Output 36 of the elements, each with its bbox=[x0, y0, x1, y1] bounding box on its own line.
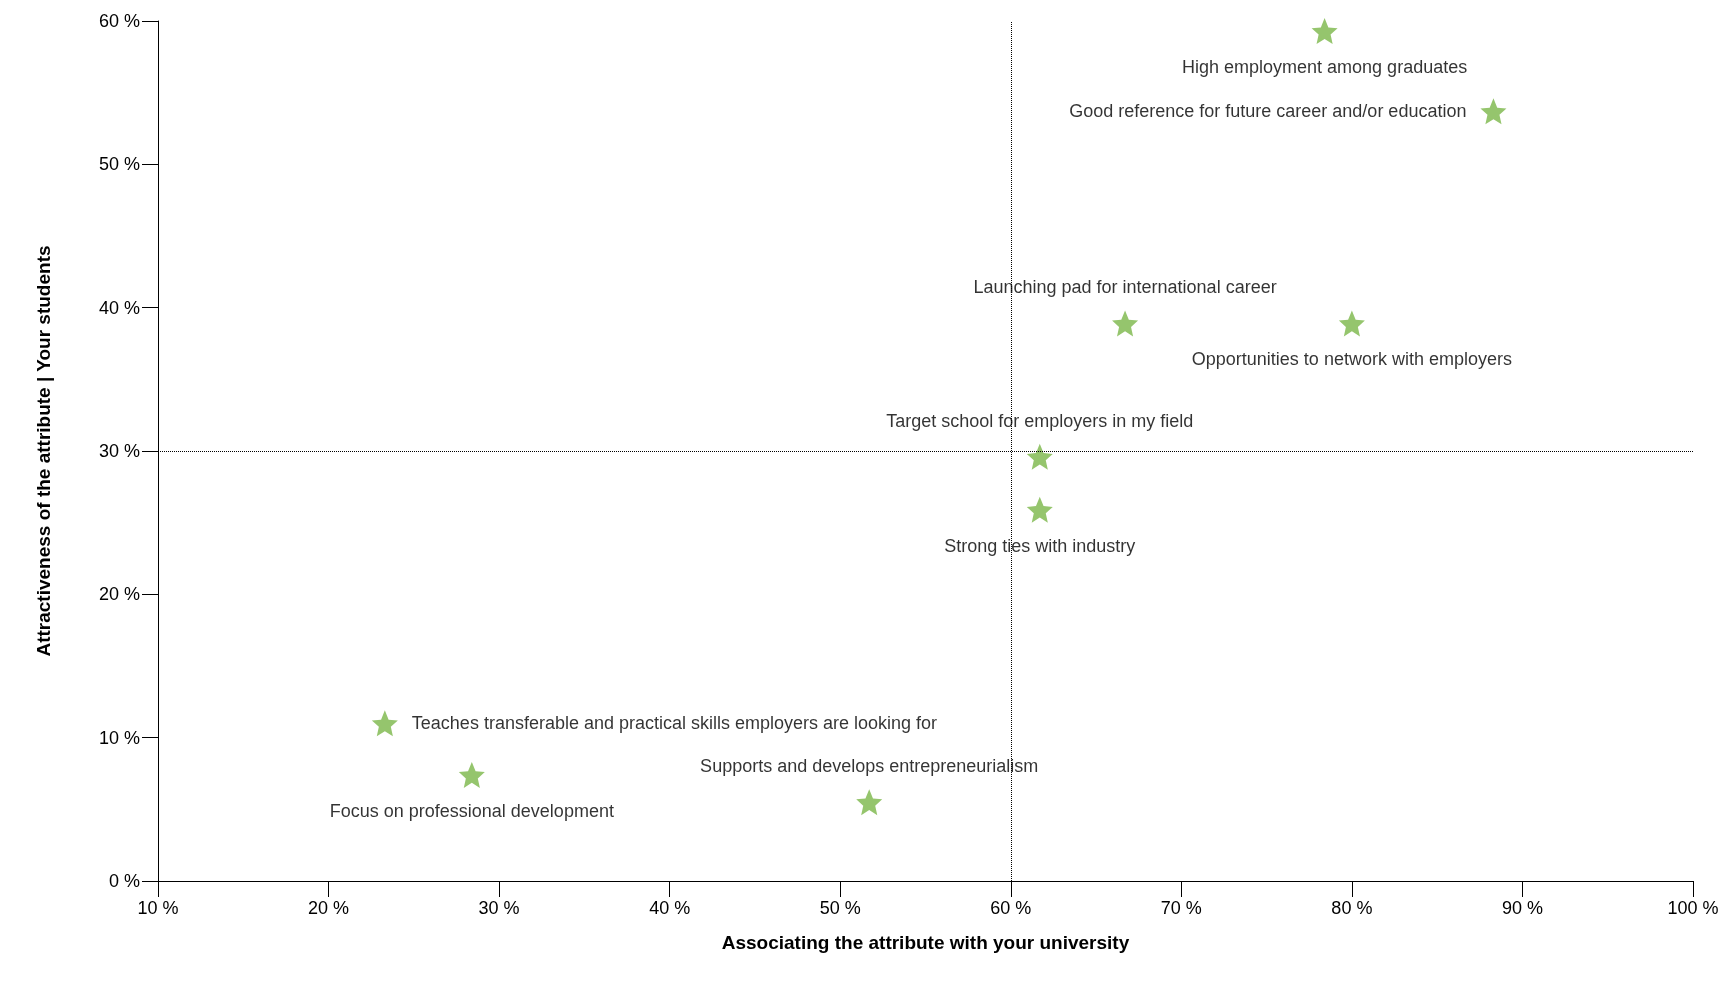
y-tick-label: 20 % bbox=[98, 584, 140, 605]
point bbox=[1480, 98, 1507, 125]
x-tick-label: 10 % bbox=[137, 898, 179, 918]
y-tick-label: 10 % bbox=[98, 727, 140, 748]
point bbox=[1112, 310, 1139, 337]
point bbox=[1338, 310, 1365, 337]
x-tick-label: 80 % bbox=[1331, 898, 1373, 918]
y-tick-label: 40 % bbox=[98, 297, 140, 318]
y-tick-label: 0 % bbox=[108, 871, 140, 891]
x-tick-label: 90 % bbox=[1501, 898, 1543, 918]
x-tick-label: 60 % bbox=[990, 898, 1032, 918]
x-tick-label: 100 % bbox=[1667, 898, 1719, 918]
x-axis-title: Associating the attribute with your university bbox=[721, 932, 1130, 953]
y-axis-title: Attractiveness of the attribute | Your students bbox=[33, 245, 54, 657]
y-tick-label: 60 % bbox=[98, 11, 140, 31]
y-tick-label: 50 % bbox=[98, 154, 140, 175]
data-label: Opportunities to network with employers bbox=[1191, 349, 1512, 370]
data-label: Supports and develops entrepreneurialism bbox=[700, 756, 1039, 777]
data-label: Focus on professional development bbox=[329, 800, 614, 821]
point bbox=[371, 710, 398, 737]
x-tick-label: 20 % bbox=[308, 898, 350, 918]
point bbox=[458, 761, 485, 788]
data-label: Teaches transferable and practical skills employers are looking for bbox=[411, 713, 938, 734]
x-tick-label: 40 % bbox=[649, 898, 691, 918]
x-tick-label: 50 % bbox=[819, 898, 861, 918]
point bbox=[856, 789, 883, 816]
data-label: Good reference for future career and/or education bbox=[1069, 101, 1467, 122]
x-tick-label: 70 % bbox=[1160, 898, 1202, 918]
x-tick-label: 30 % bbox=[478, 898, 520, 918]
y-tick-label: 30 % bbox=[98, 441, 140, 461]
point bbox=[1311, 18, 1338, 45]
data-label: High employment among graduates bbox=[1182, 57, 1468, 78]
point bbox=[1026, 496, 1053, 523]
data-label: Strong ties with industry bbox=[944, 535, 1136, 556]
data-label: Launching pad for international career bbox=[973, 277, 1277, 298]
point bbox=[1026, 443, 1053, 470]
